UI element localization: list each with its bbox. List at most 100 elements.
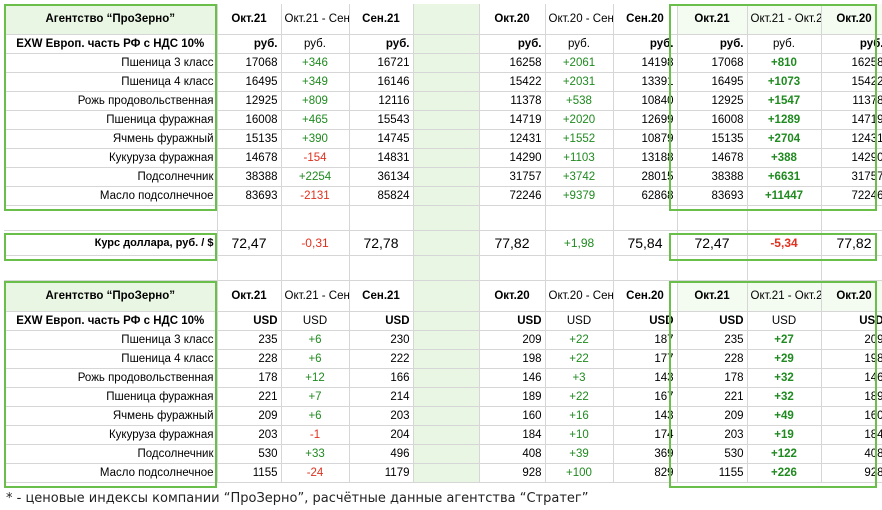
change-value: +1552: [545, 129, 614, 149]
spacer-cell: [413, 425, 480, 445]
price-value: 228: [677, 349, 748, 369]
price-value: 143: [613, 368, 678, 388]
change-value: +349: [281, 72, 350, 92]
fx-value: 72,78: [349, 230, 414, 256]
usd-unit-col6: USD: [545, 311, 614, 331]
spacer-cell: [217, 255, 282, 281]
price-value: 189: [821, 387, 882, 407]
spacer-cell: [413, 230, 480, 256]
price-value: 189: [479, 387, 546, 407]
price-value: 203: [349, 406, 414, 426]
rub-header-col5: Окт.20: [479, 4, 546, 35]
price-value: 16721: [349, 53, 414, 73]
change-value: +1547: [747, 91, 822, 111]
commodity-label: Масло подсолнечное: [4, 463, 218, 483]
commodity-label: Пшеница 3 класс: [4, 53, 218, 73]
price-value: 146: [821, 368, 882, 388]
change-value: +346: [281, 53, 350, 73]
commodity-label: Подсолнечник: [4, 444, 218, 464]
usd-unit-col2: USD: [281, 311, 350, 331]
change-value: +2031: [545, 72, 614, 92]
price-value: 160: [821, 406, 882, 426]
footnote: * - ценовые индексы компании “ПроЗерно”,…: [6, 491, 589, 506]
price-value: 174: [613, 425, 678, 445]
change-value: +11447: [747, 186, 822, 206]
price-value: 72246: [821, 186, 882, 206]
table-row: Ячмень фуражный 15135 +390 14745 12431 +1552 1…: [4, 129, 882, 149]
price-value: 14745: [349, 129, 414, 149]
price-value: 530: [677, 444, 748, 464]
price-value: 209: [217, 406, 282, 426]
change-value: +12: [281, 368, 350, 388]
price-value: 13391: [613, 72, 678, 92]
commodity-label: Пшеница фуражная: [4, 110, 218, 130]
price-value: 28015: [613, 167, 678, 187]
price-value: 83693: [217, 186, 282, 206]
change-value: +27: [747, 330, 822, 350]
price-value: 408: [479, 444, 546, 464]
spacer-cell: [413, 129, 480, 149]
table-row: Пшеница 3 класс 17068 +346 16721 16258 +2061 1…: [4, 53, 882, 73]
usd-header-col9: Окт.21 - Окт.20: [747, 280, 822, 312]
rub-header-col10: Окт.20: [821, 4, 882, 35]
rub-unit-col6: руб.: [545, 34, 614, 54]
fx-value: 75,84: [613, 230, 678, 256]
change-value: +3742: [545, 167, 614, 187]
price-value: 14719: [479, 110, 546, 130]
price-value: 235: [217, 330, 282, 350]
fx-value: 77,82: [821, 230, 882, 256]
commodity-label: Пшеница 4 класс: [4, 72, 218, 92]
spacer-row: [4, 255, 882, 281]
price-value: 214: [349, 387, 414, 407]
rub-unit-col3: руб.: [349, 34, 414, 54]
price-value: 12925: [217, 91, 282, 111]
spacer-cell: [281, 255, 350, 281]
price-value: 235: [677, 330, 748, 350]
change-value: +33: [281, 444, 350, 464]
spacer-cell: [413, 368, 480, 388]
change-value: +810: [747, 53, 822, 73]
price-value: 829: [613, 463, 678, 483]
change-value: +538: [545, 91, 614, 111]
price-value: 408: [821, 444, 882, 464]
price-value: 203: [677, 425, 748, 445]
change-value: +2020: [545, 110, 614, 130]
price-value: 15543: [349, 110, 414, 130]
spacer-cell: [613, 205, 678, 231]
spacer-cell: [281, 205, 350, 231]
spacer-cell: [413, 53, 480, 73]
commodity-label: Ячмень фуражный: [4, 129, 218, 149]
usd-unit-col7: USD: [613, 311, 678, 331]
table-row: Пшеница 4 класс 228 +6 222 198 +22 177 228 +29 19…: [4, 349, 882, 369]
price-value: 230: [349, 330, 414, 350]
spacer-cell: [413, 406, 480, 426]
change-value: +49: [747, 406, 822, 426]
change-value: +809: [281, 91, 350, 111]
spacer-cell: [349, 205, 414, 231]
price-value: 15422: [821, 72, 882, 92]
change-value: +1289: [747, 110, 822, 130]
usd-header-col6: Окт.20 - Сен.20: [545, 280, 614, 312]
change-value: +2704: [747, 129, 822, 149]
usd-exw-label: EXW Европ. часть РФ с НДС 10%: [4, 311, 218, 331]
price-value: 11378: [821, 91, 882, 111]
fx-value: 77,82: [479, 230, 546, 256]
rub-unit-col7: руб.: [613, 34, 678, 54]
price-value: 13188: [613, 148, 678, 168]
price-value: 15135: [217, 129, 282, 149]
usd-header-col1: Окт.21: [217, 280, 282, 312]
rub-unit-col10: руб.: [821, 34, 882, 54]
change-value: +29: [747, 349, 822, 369]
price-value: 204: [349, 425, 414, 445]
rub-header-col6: Окт.20 - Сен.20: [545, 4, 614, 35]
usd-unit-col3: USD: [349, 311, 414, 331]
fx-change: -5,34: [747, 230, 822, 256]
spacer-cell: [413, 387, 480, 407]
price-value: 167: [613, 387, 678, 407]
change-value: +19: [747, 425, 822, 445]
change-value: +7: [281, 387, 350, 407]
change-value: -2131: [281, 186, 350, 206]
change-value: +32: [747, 387, 822, 407]
spacer-cell: [413, 34, 480, 54]
price-value: 11378: [479, 91, 546, 111]
